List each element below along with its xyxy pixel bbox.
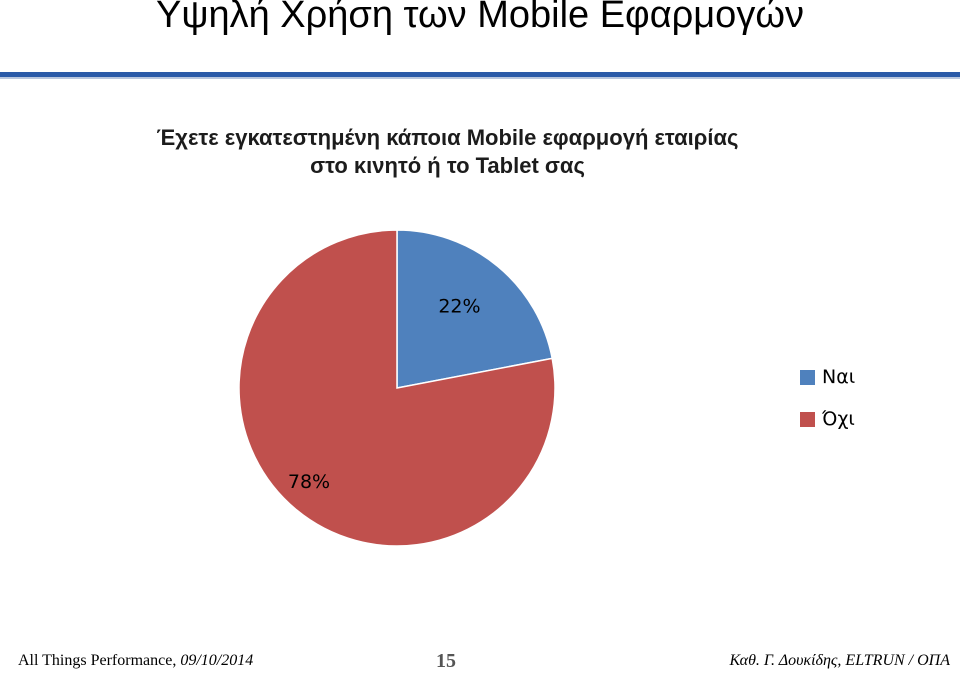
pie-slice-yes: [396, 229, 554, 389]
legend-label-no: Όχι: [822, 408, 855, 430]
footer-event: All Things Performance,: [18, 652, 181, 669]
footer-date: 09/10/2014: [180, 652, 254, 669]
footer-left: All Things Performance, 09/10/2014: [18, 652, 253, 670]
page-number: 15: [436, 650, 456, 672]
title-divider: [0, 72, 960, 77]
legend-item-no: Όχι: [800, 398, 855, 440]
slide-title: Υψηλή Χρήση των Mobile Εφαρμογών: [156, 0, 804, 36]
legend-swatch-yes: [800, 369, 815, 385]
footer-author: Καθ. Γ. Δουκίδης, ELTRUN / ΟΠΑ: [729, 652, 950, 669]
legend-swatch-no: [800, 411, 815, 427]
title-divider-shadow: [0, 77, 960, 79]
pie-slice-no: [238, 229, 556, 547]
pie-data-label-no: 78%: [288, 471, 330, 493]
chart-title-line-1: Έχετε εγκατεστημένη κάποια Mobile εφαρμο…: [156, 125, 739, 150]
chart-title: Έχετε εγκατεστημένη κάποια Mobile εφαρμο…: [0, 124, 895, 180]
legend-label-yes: Ναι: [822, 366, 856, 388]
chart-title-line-2: στο κινητό ή το Tablet σας: [310, 153, 585, 178]
pie-data-label-yes: 22%: [438, 296, 480, 318]
chart-legend: Ναι Όχι: [800, 356, 855, 440]
legend-item-yes: Ναι: [800, 356, 855, 398]
